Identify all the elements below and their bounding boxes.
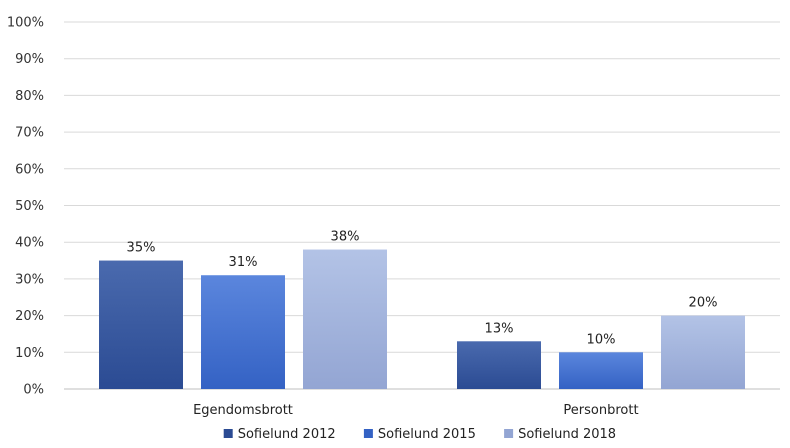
y-tick-label: 100% xyxy=(7,16,44,31)
legend-swatch xyxy=(363,429,373,438)
y-tick-label: 50% xyxy=(15,199,44,214)
legend-swatch xyxy=(223,429,233,438)
data-label: 20% xyxy=(689,296,718,311)
y-tick-label: 70% xyxy=(15,126,44,141)
legend-label: Sofielund 2015 xyxy=(378,427,476,442)
bar-egendomsbrott-sofielund-2012 xyxy=(99,260,183,389)
y-tick-label: 40% xyxy=(15,236,44,251)
x-category-label: Personbrott xyxy=(563,403,638,418)
data-label: 10% xyxy=(587,332,616,347)
bar-personbrott-sofielund-2012 xyxy=(457,341,541,389)
y-tick-label: 30% xyxy=(15,272,44,287)
y-axis: 0% 10% 20% 30% 40% 50% 60% 70% 80% 90% 100% xyxy=(7,16,44,398)
data-labels: 35% 31% 38% 13% 10% 20% xyxy=(127,230,718,348)
bars xyxy=(99,249,745,389)
data-label: 35% xyxy=(127,241,156,256)
legend-label: Sofielund 2018 xyxy=(518,427,616,442)
y-tick-label: 0% xyxy=(23,383,44,398)
legend: Sofielund 2012 Sofielund 2015 Sofielund 20… xyxy=(223,427,616,442)
y-tick-label: 60% xyxy=(15,162,44,177)
legend-label: Sofielund 2012 xyxy=(238,427,336,442)
y-tick-label: 90% xyxy=(15,52,44,67)
bar-personbrott-sofielund-2018 xyxy=(661,315,745,389)
legend-swatch xyxy=(504,429,514,438)
bar-egendomsbrott-sofielund-2018 xyxy=(303,249,387,389)
data-label: 13% xyxy=(485,321,514,336)
bar-egendomsbrott-sofielund-2015 xyxy=(201,275,285,389)
gridlines xyxy=(64,21,780,390)
x-category-label: Egendomsbrott xyxy=(193,403,293,418)
data-label: 38% xyxy=(331,230,360,245)
bar-personbrott-sofielund-2015 xyxy=(559,352,643,389)
y-tick-label: 10% xyxy=(15,346,44,361)
data-label: 31% xyxy=(229,255,258,270)
x-axis: Egendomsbrott Personbrott xyxy=(193,403,638,418)
y-tick-label: 80% xyxy=(15,89,44,104)
y-tick-label: 20% xyxy=(15,309,44,324)
